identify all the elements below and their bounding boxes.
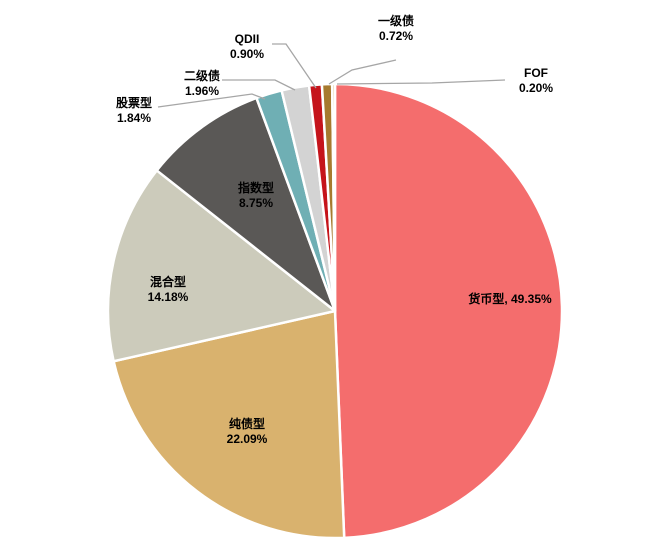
slice-货币型 [333,82,564,540]
slice-FOF [330,82,337,313]
leader-line-股票型 [157,93,266,108]
leader-line-QDII [272,43,317,89]
slice-纯债型 [112,309,346,540]
slice-label-指数型: 指数型 8.75% [238,180,274,210]
slice-label-混合型: 混合型 14.18% [148,274,189,304]
slice-混合型 [106,169,337,363]
slice-label-一级债: 一级债 0.72% [378,13,414,43]
slice-label-QDII: QDII 0.90% [230,32,264,61]
slice-label-股票型: 股票型 1.84% [116,95,152,125]
leader-lines [157,43,506,108]
slice-label-FOF: FOF 0.20% [519,66,553,95]
slice-指数型 [155,96,337,313]
leader-line-FOF [336,79,506,85]
slice-label-二级债: 二级债 1.96% [184,68,220,98]
leader-line-一级债 [328,59,397,85]
pie-slices [106,82,564,540]
leader-line-二级债 [222,79,296,91]
slice-label-货币型: 货币型, 49.35% [468,291,552,306]
slice-labels: 货币型, 49.35% 纯债型 22.09% 混合型 14.18% 指数型 8.75% 股票型… [116,13,553,446]
slice-label-纯债型: 纯债型 22.09% [227,416,268,446]
